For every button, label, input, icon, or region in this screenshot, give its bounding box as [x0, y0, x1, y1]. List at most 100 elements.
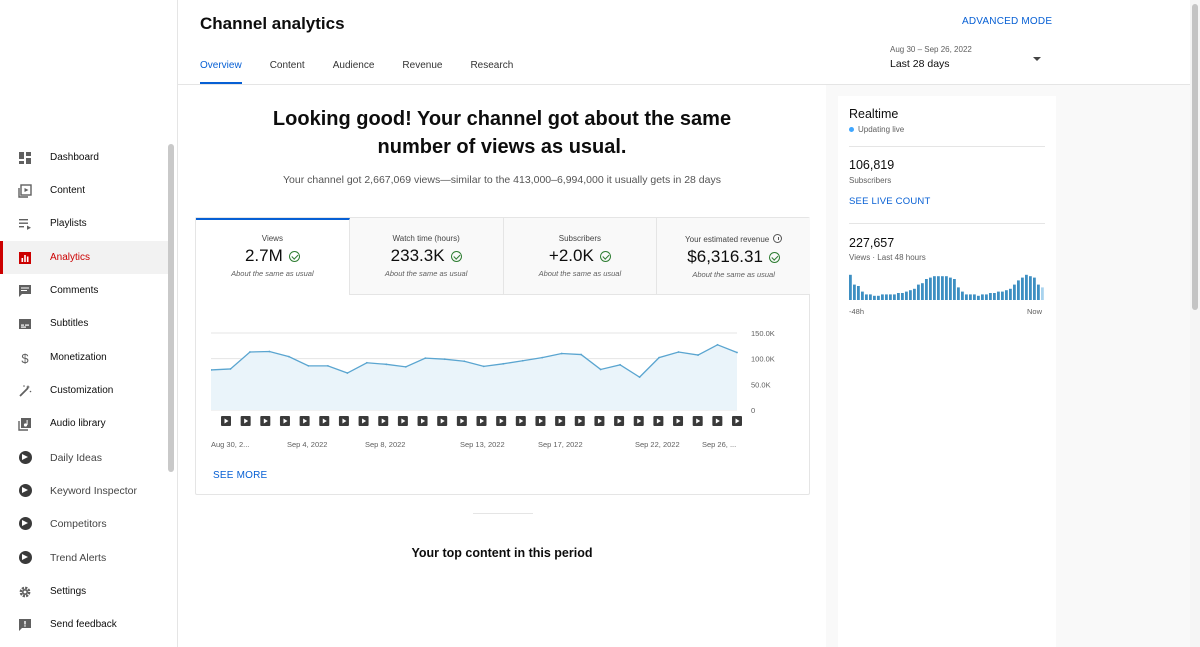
sidebar-scrollbar[interactable] — [168, 144, 174, 472]
sidebar-item-audio-library[interactable]: Audio library — [0, 407, 170, 440]
realtime-bar — [985, 294, 988, 300]
metrics-card: Views 2.7M About the same as usual Watch… — [195, 217, 810, 495]
sidebar-item-dashboard[interactable]: Dashboard — [0, 141, 170, 174]
views-point — [346, 372, 349, 374]
metric-tabs: Views 2.7M About the same as usual Watch… — [196, 218, 810, 295]
realtime-bar — [905, 291, 908, 300]
extension-play-icon — [18, 484, 32, 498]
play-icon — [519, 418, 524, 424]
realtime-bar — [849, 274, 852, 300]
views-point — [268, 350, 271, 353]
views-point — [443, 358, 446, 361]
see-more-link[interactable]: SEE MORE — [213, 470, 268, 481]
sidebar-item-label: Audio library — [50, 418, 106, 429]
y-tick-label: 0 — [751, 406, 755, 415]
sidebar-item-comments[interactable]: Comments — [0, 274, 170, 307]
sidebar-item-playlists[interactable]: Playlists — [0, 207, 170, 240]
page-title: Channel analytics — [200, 14, 345, 33]
advanced-mode-button[interactable]: ADVANCED MODE — [962, 16, 1053, 27]
tab-content[interactable]: Content — [269, 60, 305, 71]
realtime-axis-end: Now — [1027, 307, 1043, 316]
realtime-bar — [877, 295, 880, 300]
metric-tab-views[interactable]: Views 2.7M About the same as usual — [196, 218, 350, 295]
sidebar-item-subtitles[interactable]: Subtitles — [0, 307, 170, 340]
realtime-bar — [977, 295, 980, 300]
tab-audience[interactable]: Audience — [332, 60, 375, 71]
top-content-heading: Your top content in this period — [411, 546, 593, 560]
sidebar-item-label: Settings — [50, 586, 87, 597]
metric-tab-revenue[interactable]: Your estimated revenue $6,316.31 About t… — [657, 218, 810, 295]
views-point — [580, 353, 583, 356]
see-live-count-link[interactable]: SEE LIVE COUNT — [849, 196, 931, 207]
realtime-bar — [865, 294, 868, 300]
overview-summary: Your channel got 2,667,069 views—similar… — [283, 174, 721, 186]
sidebar-item-label: Keyword Inspector — [50, 484, 137, 497]
metric-tab-subscribers[interactable]: Subscribers +2.0K About the same as usua… — [503, 218, 658, 295]
views-point — [736, 351, 738, 354]
metric-tab-watch-time[interactable]: Watch time (hours) 233.3K About the same… — [349, 218, 504, 295]
play-icon — [322, 418, 327, 424]
header-divider — [178, 84, 1190, 85]
date-range-period: Last 28 days — [890, 58, 950, 70]
realtime-divider — [849, 146, 1045, 147]
x-tick-label: Sep 4, 2022 — [287, 440, 327, 449]
sidebar-item-content[interactable]: Content — [0, 174, 170, 207]
realtime-bar — [901, 293, 904, 300]
check-circle-icon — [599, 250, 611, 262]
realtime-bar — [989, 293, 992, 300]
info-icon[interactable] — [773, 234, 783, 243]
tab-revenue[interactable]: Revenue — [402, 60, 443, 71]
realtime-subscribers-value: 106,819 — [849, 158, 895, 172]
views-point — [560, 352, 563, 355]
sidebar-item-trend-alerts[interactable]: Trend Alerts — [0, 541, 170, 574]
subtitles-icon — [18, 317, 32, 331]
realtime-bar — [1029, 276, 1032, 300]
metric-value: 233.3K — [390, 246, 445, 265]
page-scrollbar[interactable] — [1190, 0, 1200, 647]
play-icon — [715, 418, 720, 424]
sidebar-item-analytics[interactable]: Analytics — [0, 241, 170, 274]
realtime-bar — [949, 277, 952, 300]
views-point — [521, 359, 524, 362]
sidebar-item-label: Send feedback — [50, 619, 117, 630]
realtime-bar — [969, 294, 972, 300]
realtime-bar — [881, 294, 884, 300]
sidebar-item-keyword-inspector[interactable]: Keyword Inspector — [0, 474, 170, 507]
play-icon — [381, 418, 386, 424]
sidebar-item-daily-ideas[interactable]: Daily Ideas — [0, 441, 170, 474]
realtime-bar — [1009, 288, 1012, 300]
sidebar-item-customization[interactable]: Customization — [0, 374, 170, 407]
sidebar-item-label: Playlists — [50, 218, 87, 229]
audio-library-icon — [18, 417, 32, 431]
views-point — [229, 368, 232, 370]
date-range-dropdown[interactable]: Aug 30 – Sep 26, 2022 Last 28 days — [890, 45, 1045, 75]
views-area — [211, 344, 737, 410]
views-point — [404, 365, 407, 368]
views-point — [385, 363, 388, 366]
play-icon — [656, 418, 661, 424]
tab-overview[interactable]: Overview — [200, 60, 242, 84]
sidebar-item-settings[interactable]: Settings — [0, 575, 170, 608]
play-icon — [224, 418, 229, 424]
metric-label: Your estimated revenue — [685, 235, 770, 244]
sidebar-item-monetization[interactable]: $ Monetization — [0, 341, 170, 374]
sidebar-item-label: Customization — [50, 385, 114, 396]
sidebar-item-label: Content — [50, 185, 86, 196]
sidebar-item-send-feedback[interactable]: Send feedback — [0, 608, 170, 641]
views-point — [307, 364, 310, 367]
views-point — [463, 360, 466, 363]
views-point — [638, 376, 641, 379]
realtime-bar — [853, 284, 856, 300]
metric-label: Subscribers — [558, 234, 601, 243]
views-point — [482, 365, 485, 368]
playlists-icon — [18, 217, 32, 231]
metric-value-row: 2.7M — [196, 246, 349, 266]
play-circle-icon — [18, 484, 32, 497]
sidebar-item-competitors[interactable]: Competitors — [0, 507, 170, 540]
tab-research[interactable]: Research — [470, 60, 514, 71]
date-range-dates: Aug 30 – Sep 26, 2022 — [890, 45, 972, 54]
check-circle-icon — [288, 250, 300, 262]
extension-play-icon — [18, 551, 32, 565]
views-point — [210, 369, 212, 371]
realtime-bar — [861, 291, 864, 300]
